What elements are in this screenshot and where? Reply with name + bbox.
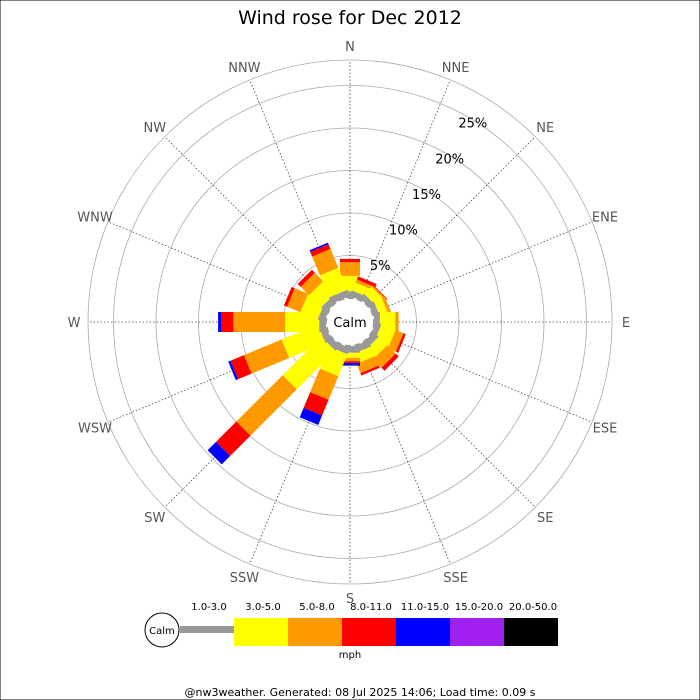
bar-w-8.0-11.0 [221,312,234,332]
bar-nnw-8.0-11.0 [310,244,331,257]
grid-circle-outer [87,59,613,585]
bar-s-8.0-11.0 [340,361,360,363]
radial-tick-25: 25% [458,117,487,132]
spoke-ese [372,330,593,423]
calm-dashed-ring [321,293,379,351]
bar-w-11.0-15.0 [218,312,222,332]
bar-se-8.0-11.0 [381,353,399,371]
bar-wnw-5.0-8.0 [287,288,309,313]
calm-ring: Calm [321,293,379,351]
legend-bin-label-11.0-15.0: 11.0-15.0 [401,602,449,613]
legend-swatch-20.0-50.0 [504,618,558,646]
legend-bin-label-3.0-5.0: 3.0-5.0 [245,602,280,613]
direction-label-e: E [622,316,630,331]
bar-nnw-11.0-15.0 [309,242,329,252]
direction-label-n: N [345,40,355,55]
radial-tick-15: 15% [412,188,441,203]
bar-sw-11.0-15.0 [207,441,231,465]
radial-tick-20: 20% [435,152,464,167]
legend-bin-label-20.0-50.0: 20.0-50.0 [509,602,557,613]
bar-nnw-5.0-8.0 [312,248,339,276]
bar-nne-8.0-11.0 [356,276,377,288]
direction-label-ssw: SSW [230,571,260,586]
bar-sse-5.0-8.0 [356,356,379,374]
spoke-se [366,338,536,508]
direction-label-nne: NNE [442,61,470,76]
spoke-nne [358,79,451,300]
bar-nw-5.0-8.0 [300,272,324,296]
grid-circle-25 [113,85,587,559]
bar-wsw-3.0-5.0 [281,324,326,358]
legend-swatch-3.0-5.0 [234,618,288,646]
bar-se-5.0-8.0 [373,345,396,368]
bar-sse-8.0-11.0 [360,365,380,376]
bar-nw-8.0-11.0 [297,269,315,287]
radial-tick-labels: 5% 10% 15% 20% 25% [370,117,487,275]
bar-ese-8.0-11.0 [395,333,406,353]
bar-n-8.0-11.0 [340,258,360,263]
direction-label-wsw: WSW [78,422,112,437]
direction-label-se: SE [537,511,553,526]
direction-label-ese: ESE [593,422,618,437]
chart-title: Wind rose for Dec 2012 [238,7,462,29]
bar-e-5.0-8.0 [395,312,399,332]
direction-label-ene: ENE [592,210,618,225]
footer-text: @nw3weather. Generated: 08 Jul 2025 14:0… [185,686,536,699]
grid-circle-20 [155,127,545,517]
legend-swatch-15.0-20.0 [450,618,504,646]
legend-calm-circle [144,612,180,648]
bar-ssw-5.0-8.0 [310,368,339,400]
bar-ene-5.0-8.0 [381,296,393,317]
bar-wsw-11.0-15.0 [228,360,239,381]
direction-label-s: S [346,592,354,607]
direction-label-wnw: WNW [77,210,113,225]
legend-bin-label-1.0-3.0: 1.0-3.0 [191,602,226,613]
bar-wsw-5.0-8.0 [243,339,290,374]
radial-tick-10: 10% [389,224,418,239]
bar-sw-8.0-11.0 [216,421,251,456]
direction-label-nw: NW [144,121,167,136]
bar-sw-5.0-8.0 [236,375,297,436]
bar-ese-5.0-8.0 [388,330,404,352]
bar-ne-5.0-8.0 [371,285,387,301]
spoke-sse [358,344,451,565]
calm-label: Calm [333,316,366,331]
legend-swatch-5.0-8.0 [288,618,342,646]
bar-n-5.0-8.0 [340,262,360,276]
legend-calm-label: Calm [149,626,175,637]
bar-s-11.0-15.0 [340,363,360,366]
direction-label-sw: SW [144,511,165,526]
legend-bin-label-5.0-8.0: 5.0-8.0 [299,602,334,613]
legend-bin-label-15.0-20.0: 15.0-20.0 [455,602,503,613]
bar-nnw-3.0-5.0 [319,267,348,298]
bar-wnw-8.0-11.0 [283,287,295,307]
radial-tick-5: 5% [370,259,391,274]
bar-ssw-8.0-11.0 [303,392,329,416]
direction-label-nnw: NNW [228,61,260,76]
speed-legend: Calm 1.0-3.0 3.0-5.0 5.0-8.0 8.0-11.0 11.0-15… [144,602,558,648]
bar-w-3.0-5.0 [285,312,320,332]
direction-label-sse: SSE [443,571,468,586]
legend-unit-label: mph [339,650,361,661]
direction-label-w: W [68,316,81,331]
bar-wsw-8.0-11.0 [230,355,252,380]
bar-w-5.0-8.0 [233,312,286,332]
legend-swatch-8.0-11.0 [342,618,396,646]
spoke-ene [372,221,593,314]
bar-sw-3.0-5.0 [282,336,336,390]
direction-label-ne: NE [536,121,554,136]
legend-bin-label-8.0-11.0: 8.0-11.0 [350,602,392,613]
calm-center [328,300,372,344]
direction-labels: N NNE NE ENE E ESE SE SSE S SSW SW WSW W WNW NW NNW [68,40,631,607]
bar-ne-8.0-11.0 [372,284,388,300]
legend-swatch-11.0-15.0 [396,618,450,646]
wind-bars [207,242,406,465]
legend-swatch-1.0-3.0 [180,626,234,633]
spoke-ne [366,136,536,306]
bar-ssw-11.0-15.0 [299,407,323,425]
